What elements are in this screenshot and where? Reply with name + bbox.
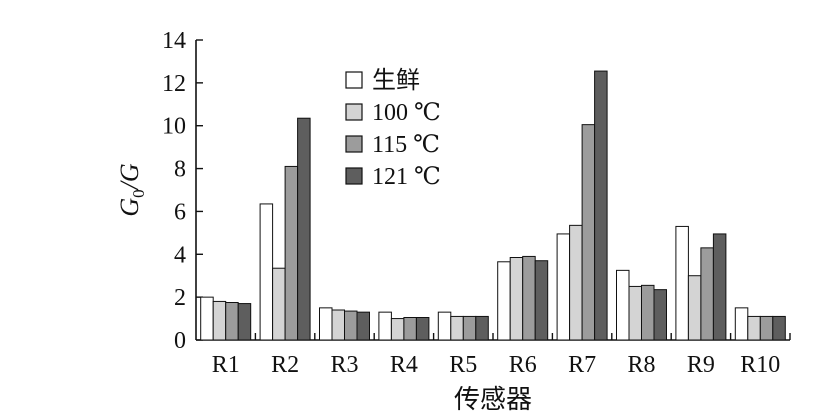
bar-r4-series-4 xyxy=(415,317,430,341)
bar-r5-series-1 xyxy=(437,311,452,341)
x-tick-label: R6 xyxy=(509,352,537,378)
bar-r3-series-1 xyxy=(319,307,333,341)
y-tick-label: 12 xyxy=(162,71,186,97)
bar-r9-series-2 xyxy=(687,275,702,341)
y-tick-label: 10 xyxy=(162,114,186,140)
bar-r6-series-4 xyxy=(534,260,549,341)
plot-area: 0 2 4 6 8 10 12 14 R1 R2 R3 R4 R5 R6 R7 R8 R9 R10 xyxy=(162,28,791,378)
bar-r4-series-2 xyxy=(390,318,405,341)
y-axis-title-rest: /G xyxy=(115,163,144,191)
bar-r8-series-2 xyxy=(628,285,642,341)
bar-r1-series-2 xyxy=(212,300,227,341)
y-tick-label: 6 xyxy=(174,199,186,225)
bar-r1-series-1 xyxy=(200,296,214,341)
legend-swatch xyxy=(345,135,363,153)
bar-r10-series-1 xyxy=(734,307,749,341)
legend-label: 生鲜 xyxy=(372,67,420,94)
bar-r10-series-2 xyxy=(747,315,761,341)
bar-r6-series-2 xyxy=(509,257,524,341)
x-axis-title: 传感器 xyxy=(454,385,532,414)
x-axis-ticks: R1 R2 R3 R4 R5 R6 R7 R8 R9 R10 xyxy=(212,333,791,378)
bar-r1-series-4 xyxy=(237,303,252,341)
bar-r3-series-3 xyxy=(344,310,358,341)
legend-swatch xyxy=(345,103,363,121)
x-tick-label: R2 xyxy=(271,352,299,378)
bar-r10-series-4 xyxy=(772,315,786,341)
bar-r6-series-1 xyxy=(497,261,511,341)
bar-r9-series-3 xyxy=(700,247,714,341)
bar-r5-series-4 xyxy=(475,315,489,341)
bar-r4-series-3 xyxy=(403,317,417,341)
y-tick-label: 2 xyxy=(174,285,186,311)
x-tick-label: R8 xyxy=(627,352,655,378)
bar-r1-series-3 xyxy=(225,302,239,341)
legend-label: 121 ℃ xyxy=(372,164,441,190)
legend: 生鲜 100 ℃ 115 ℃ 121 ℃ xyxy=(345,67,441,190)
bar-r7-series-3 xyxy=(581,124,596,341)
x-tick-label: R1 xyxy=(212,352,240,378)
bar-r7-series-4 xyxy=(594,70,608,341)
bar-r8-series-4 xyxy=(653,289,667,341)
bar-r3-series-4 xyxy=(356,311,370,341)
bar-r5-series-2 xyxy=(450,315,464,341)
bar-r6-series-3 xyxy=(522,255,536,341)
bar-r9-series-1 xyxy=(675,225,689,341)
bar-r10-series-3 xyxy=(759,315,774,341)
bar-r2-series-2 xyxy=(272,267,286,341)
y-axis-ticks: 0 2 4 6 8 10 12 14 xyxy=(162,28,203,354)
bar-r9-series-4 xyxy=(712,233,727,341)
bar-r5-series-3 xyxy=(462,315,477,341)
bar-r8-series-3 xyxy=(641,284,655,341)
bar-r7-series-1 xyxy=(556,233,571,341)
y-axis-title: G0/G xyxy=(115,163,148,217)
bar-r8-series-1 xyxy=(616,269,630,341)
y-tick-label: 14 xyxy=(162,28,186,54)
legend-swatch xyxy=(345,167,363,185)
bars xyxy=(200,70,786,341)
y-axis-title-subscript: 0 xyxy=(129,189,148,198)
x-tick-label: R3 xyxy=(330,352,358,378)
y-tick-label: 4 xyxy=(174,242,186,268)
bar-r4-series-1 xyxy=(378,311,392,341)
legend-label: 115 ℃ xyxy=(372,132,440,158)
x-tick-label: R9 xyxy=(687,352,715,378)
x-tick-label: R4 xyxy=(390,352,418,378)
bar-r2-series-3 xyxy=(284,165,299,341)
x-tick-label: R5 xyxy=(449,352,477,378)
x-tick-label: R10 xyxy=(740,352,780,378)
y-tick-label: 0 xyxy=(174,328,186,354)
legend-label: 100 ℃ xyxy=(372,100,441,126)
bar-r2-series-4 xyxy=(297,117,311,341)
x-tick-label: R7 xyxy=(568,352,596,378)
y-tick-label: 8 xyxy=(174,157,186,183)
bar-r3-series-2 xyxy=(331,309,345,341)
bar-r7-series-2 xyxy=(569,224,583,341)
legend-swatch xyxy=(345,71,363,89)
bar-r2-series-1 xyxy=(259,203,274,341)
